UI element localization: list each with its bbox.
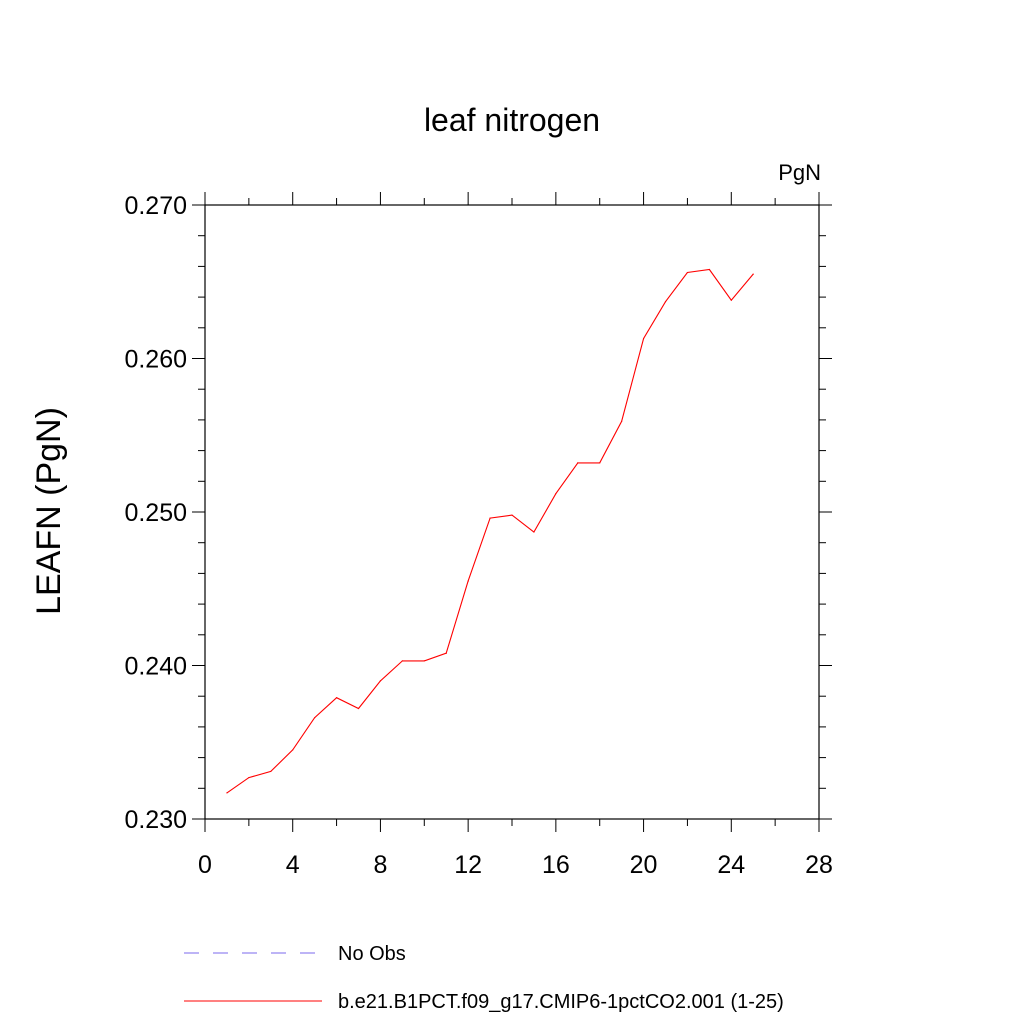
x-tick-label: 12 <box>454 851 482 879</box>
data-point <box>445 652 447 654</box>
data-point <box>686 271 689 274</box>
series-layer <box>226 268 754 794</box>
y-tick-label: 0.260 <box>124 346 187 374</box>
data-point <box>357 707 360 710</box>
y-tick-label: 0.270 <box>124 192 187 220</box>
data-point <box>423 660 425 662</box>
data-point <box>708 268 710 271</box>
chart-title: leaf nitrogen <box>424 102 600 138</box>
data-point <box>314 717 316 719</box>
y-tick-labels: 0.230 0.240 0.250 0.260 0.270 <box>124 192 187 834</box>
axes <box>192 192 832 832</box>
data-point <box>730 299 732 301</box>
data-point <box>401 660 403 662</box>
x-tick-label: 0 <box>198 851 212 879</box>
data-point <box>642 337 645 340</box>
data-point <box>489 517 491 519</box>
plot-frame <box>204 204 820 820</box>
legend: No Obs b.e21.B1PCT.f09_g17.CMIP6-1pctCO2.… <box>184 943 784 1013</box>
data-point <box>664 301 667 303</box>
legend-label-2: b.e21.B1PCT.f09_g17.CMIP6-1pctCO2.001 (1… <box>338 991 784 1013</box>
x-tick-label: 8 <box>373 851 387 879</box>
data-point <box>621 420 623 423</box>
legend-label-1: No Obs <box>338 943 406 965</box>
data-point <box>577 462 579 464</box>
data-point <box>467 580 469 582</box>
y-tick-label: 0.230 <box>124 806 187 834</box>
units-label: PgN <box>778 160 821 185</box>
y-axis-label: LEAFN (PgN) <box>30 407 68 615</box>
x-tick-label: 24 <box>717 851 745 879</box>
x-tick-label: 4 <box>286 851 300 879</box>
data-point <box>752 273 754 275</box>
data-point <box>511 514 513 516</box>
data-point <box>292 749 294 751</box>
data-point <box>555 492 557 495</box>
y-tick-label: 0.250 <box>124 499 187 527</box>
series-line-1 <box>226 268 754 794</box>
data-point <box>335 697 338 699</box>
data-point <box>248 776 250 779</box>
data-point <box>226 792 228 794</box>
x-tick-label: 28 <box>805 851 833 879</box>
x-tick-labels: 0 4 8 12 16 20 24 28 <box>198 851 833 879</box>
y-tick-label: 0.240 <box>124 653 187 681</box>
data-point <box>270 770 272 773</box>
data-point <box>379 680 382 682</box>
data-point <box>533 531 535 533</box>
x-tick-label: 20 <box>630 851 658 879</box>
data-point <box>599 462 601 464</box>
x-tick-label: 16 <box>542 851 570 879</box>
